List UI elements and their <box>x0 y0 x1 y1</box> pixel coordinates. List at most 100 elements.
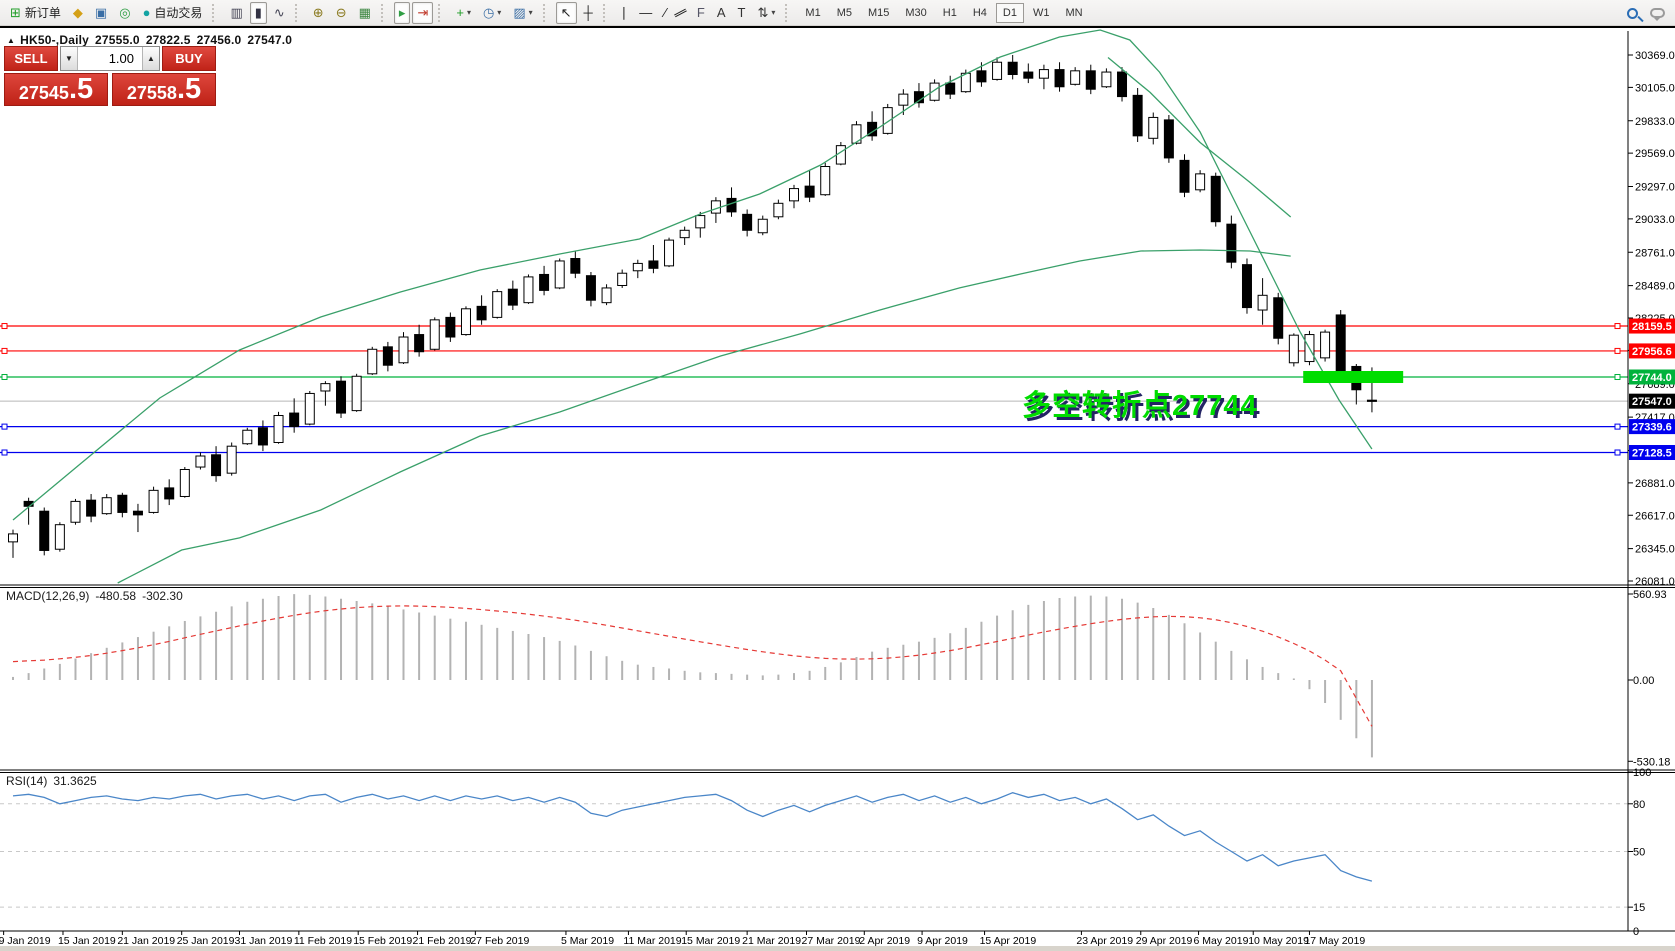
buy-button[interactable]: BUY <box>162 46 216 71</box>
svg-text:28489.0: 28489.0 <box>1635 281 1675 293</box>
pane-borders <box>0 31 1675 932</box>
toolbar-separator <box>785 3 792 22</box>
signals-icon-icon: ◎ <box>119 5 131 20</box>
autotrading-button[interactable]: ● 自动交易 <box>138 2 208 24</box>
rsi-indicator-label: RSI(14) 31.3625 <box>6 774 103 788</box>
arrows-button[interactable]: ⇅ ▾ <box>753 2 781 24</box>
vertical-line-button[interactable]: ∣ <box>616 2 633 24</box>
svg-text:10 May 2019: 10 May 2019 <box>1248 935 1309 947</box>
templates-button[interactable]: ▨ ▾ <box>508 2 537 24</box>
dropdown-arrow-icon[interactable]: ▾ <box>528 8 533 17</box>
new-order-button[interactable]: ⊞ 新订单 <box>5 2 66 24</box>
toolbar-button-label: 新订单 <box>24 6 61 20</box>
dropdown-arrow-icon[interactable]: ▾ <box>466 8 471 17</box>
fibonacci-button[interactable]: F <box>692 2 710 24</box>
svg-text:27 Mar 2019: 27 Mar 2019 <box>801 935 860 947</box>
timeframe-w1[interactable]: W1 <box>1032 6 1050 19</box>
timeframe-m15[interactable]: M15 <box>867 6 890 19</box>
svg-text:29569.0: 29569.0 <box>1635 148 1675 160</box>
cursor-button[interactable]: ↖ <box>555 1 577 24</box>
svg-text:26345.0: 26345.0 <box>1635 544 1675 556</box>
trendline-icon: ∕ <box>664 5 667 20</box>
svg-text:80: 80 <box>1633 799 1645 811</box>
bar-chart-button[interactable]: ▥ <box>225 2 247 24</box>
pivot-annotation-text[interactable]: 多空转折点27744 <box>1022 390 1258 422</box>
volume-decrease-button[interactable]: ▼ <box>61 47 78 70</box>
chart-ohlc-header: ▲ HK50-,Daily 27555.0 27822.5 27456.0 27547.0 <box>7 33 298 47</box>
line-chart-button[interactable]: ∿ <box>269 2 290 24</box>
text-label-button[interactable]: T <box>733 2 751 24</box>
svg-text:15 Mar 2019: 15 Mar 2019 <box>681 935 740 947</box>
timeframe-m5[interactable]: M5 <box>836 6 852 19</box>
dropdown-arrow-icon[interactable]: ▾ <box>497 8 502 17</box>
svg-text:27547.0: 27547.0 <box>1632 396 1672 408</box>
svg-text:11 Feb 2019: 11 Feb 2019 <box>294 935 352 947</box>
auto-scroll-icon: ▸ <box>398 5 406 20</box>
buy-price[interactable]: 27558.5 <box>112 73 216 106</box>
tile-windows-icon: ▦ <box>358 5 371 20</box>
zoom-out-icon: ⊖ <box>335 5 347 20</box>
search-icon[interactable] <box>1627 7 1638 19</box>
toolbar-separator <box>602 3 610 22</box>
volume-value[interactable]: 1.00 <box>108 51 134 66</box>
zoom-out-button[interactable]: ⊖ <box>331 2 352 24</box>
profiles-icon[interactable]: ◆ <box>68 2 88 24</box>
svg-text:29033.0: 29033.0 <box>1635 214 1675 226</box>
sell-price[interactable]: 27545.5 <box>4 73 108 106</box>
svg-text:11 Mar 2019: 11 Mar 2019 <box>623 935 681 947</box>
chat-icon[interactable] <box>1650 8 1665 21</box>
toolbar-separator <box>542 3 550 22</box>
auto-scroll-button[interactable]: ▸ <box>393 1 411 24</box>
crosshair-button[interactable]: ┼ <box>579 2 598 24</box>
vertical-line-icon: ∣ <box>620 5 628 20</box>
trendline-button[interactable]: ∕ <box>659 2 671 24</box>
indicators-button[interactable]: + ▾ <box>451 2 476 24</box>
svg-text:2 Apr 2019: 2 Apr 2019 <box>859 935 910 947</box>
timeframe-h4[interactable]: H4 <box>972 6 987 19</box>
chart-shift-icon: ⇥ <box>417 5 429 20</box>
autotrading-icon: ● <box>142 5 151 20</box>
svg-text:27956.6: 27956.6 <box>1632 346 1672 358</box>
timeframe-h1[interactable]: H1 <box>942 6 957 19</box>
horizontal-line-button[interactable]: ― <box>634 2 657 24</box>
indicators-icon: + <box>456 5 464 20</box>
terminal-icon[interactable]: ▣ <box>90 2 112 24</box>
open-value: 27555.0 <box>95 33 140 47</box>
channel-button[interactable]: ∥ <box>673 2 690 24</box>
signals-icon[interactable]: ◎ <box>114 2 135 24</box>
zoom-in-icon: ⊕ <box>312 5 324 20</box>
svg-text:5 Mar 2019: 5 Mar 2019 <box>561 935 614 947</box>
timeframe-m30[interactable]: M30 <box>905 6 927 19</box>
fibonacci-icon: F <box>696 5 705 20</box>
timeframe-m1[interactable]: M1 <box>805 6 821 19</box>
zoom-in-button[interactable]: ⊕ <box>308 2 329 24</box>
svg-text:27339.6: 27339.6 <box>1632 422 1672 434</box>
dropdown-arrow-icon[interactable]: ▾ <box>771 8 776 17</box>
svg-text:50: 50 <box>1633 847 1645 859</box>
price-chart-canvas[interactable]: 30369.0 30105.0 29833.0 29569.0 29297.0 29033… <box>0 28 1675 951</box>
svg-text:9 Apr 2019: 9 Apr 2019 <box>917 935 968 947</box>
chart-window: 30369.0 30105.0 29833.0 29569.0 29297.0 29033… <box>0 26 1675 951</box>
svg-text:26881.0: 26881.0 <box>1635 478 1675 490</box>
collapse-arrow-icon[interactable]: ▲ <box>7 36 16 45</box>
timeframe-mn[interactable]: MN <box>1065 6 1083 19</box>
horizontal-line-icon: ― <box>639 5 653 20</box>
sell-button[interactable]: SELL <box>4 46 58 71</box>
sell-price-frac: .5 <box>68 73 94 105</box>
chart-shift-button[interactable]: ⇥ <box>412 1 434 24</box>
svg-text:0.00: 0.00 <box>1633 675 1654 687</box>
volume-increase-button[interactable]: ▲ <box>142 47 159 70</box>
candlestick-chart-button[interactable]: ▮ <box>249 1 267 24</box>
text-button[interactable]: A <box>712 2 731 24</box>
svg-text:15 Feb 2019: 15 Feb 2019 <box>353 935 412 947</box>
svg-text:30369.0: 30369.0 <box>1635 50 1675 62</box>
tile-windows-button[interactable]: ▦ <box>354 2 376 24</box>
trend-highlight-bar[interactable] <box>1303 371 1404 384</box>
macd-indicator-label: MACD(12,26,9) -480.58 -302.30 <box>6 589 189 603</box>
periods-button[interactable]: ◷ ▾ <box>478 2 506 24</box>
timeframe-d1[interactable]: D1 <box>995 2 1024 23</box>
line-chart-icon: ∿ <box>273 5 285 20</box>
macd-current-value: -480.58 <box>95 589 137 603</box>
